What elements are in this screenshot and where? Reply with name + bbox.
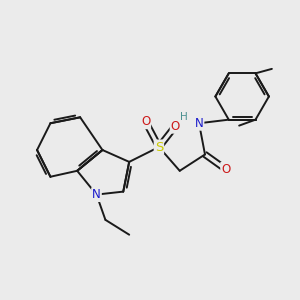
Text: O: O — [171, 120, 180, 133]
Text: S: S — [155, 140, 163, 154]
Text: O: O — [221, 163, 230, 176]
Text: O: O — [141, 115, 150, 128]
Text: N: N — [92, 188, 101, 201]
Text: N: N — [195, 117, 203, 130]
Text: H: H — [180, 112, 188, 122]
